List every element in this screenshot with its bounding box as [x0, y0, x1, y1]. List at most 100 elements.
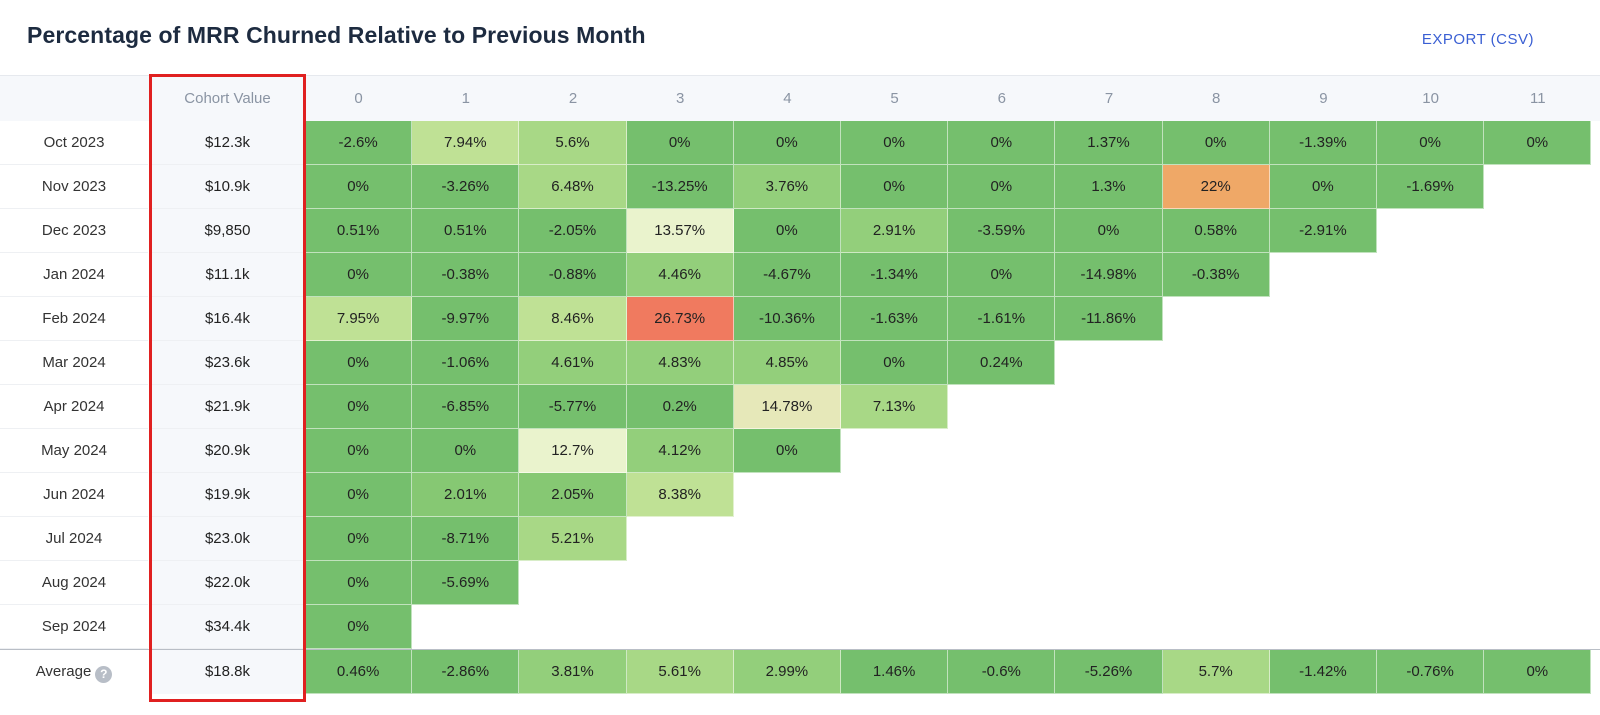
retention-cell[interactable]: -0.38%: [412, 253, 520, 297]
average-cell[interactable]: 0%: [1484, 650, 1592, 694]
retention-cell[interactable]: -11.86%: [1055, 297, 1163, 341]
retention-cell[interactable]: -9.97%: [412, 297, 520, 341]
retention-cell[interactable]: 0%: [305, 253, 413, 297]
retention-cell[interactable]: 5.21%: [519, 517, 627, 561]
retention-cell[interactable]: 0.24%: [948, 341, 1056, 385]
cohort-value: $12.3k: [150, 121, 305, 165]
cohort-month-label: Sep 2024: [0, 605, 148, 649]
retention-cell[interactable]: 0%: [626, 121, 734, 165]
retention-cell[interactable]: -5.77%: [519, 385, 627, 429]
retention-cell[interactable]: 8.38%: [626, 473, 734, 517]
average-cell[interactable]: -0.6%: [948, 650, 1056, 694]
average-cell[interactable]: 1.46%: [841, 650, 949, 694]
retention-cell[interactable]: -4.67%: [733, 253, 841, 297]
retention-cell[interactable]: -1.69%: [1377, 165, 1485, 209]
average-cell[interactable]: -5.26%: [1055, 650, 1163, 694]
retention-cell[interactable]: -1.34%: [841, 253, 949, 297]
retention-cell[interactable]: -3.59%: [948, 209, 1056, 253]
retention-cell[interactable]: 4.85%: [733, 341, 841, 385]
retention-cell[interactable]: 0%: [305, 561, 413, 605]
retention-cell[interactable]: -3.26%: [412, 165, 520, 209]
average-cell[interactable]: -2.86%: [412, 650, 520, 694]
retention-cell[interactable]: 0%: [305, 517, 413, 561]
export-csv-button[interactable]: EXPORT (CSV): [1421, 31, 1534, 48]
average-label: Average?: [0, 650, 148, 694]
retention-cell[interactable]: 6.48%: [519, 165, 627, 209]
retention-cell[interactable]: 0.58%: [1162, 209, 1270, 253]
retention-cell[interactable]: -14.98%: [1055, 253, 1163, 297]
retention-cell[interactable]: 22%: [1162, 165, 1270, 209]
row-label-text: Mar 2024: [42, 354, 106, 371]
retention-cell[interactable]: 0%: [305, 165, 413, 209]
retention-cell[interactable]: 0%: [733, 429, 841, 473]
retention-cell[interactable]: -0.88%: [519, 253, 627, 297]
retention-cell[interactable]: 0%: [305, 429, 413, 473]
retention-cell[interactable]: 26.73%: [626, 297, 734, 341]
retention-cell[interactable]: -5.69%: [412, 561, 520, 605]
question-circle-icon[interactable]: ?: [95, 666, 113, 683]
period-header: 5: [890, 90, 899, 107]
retention-cell[interactable]: 4.61%: [519, 341, 627, 385]
retention-cell[interactable]: 5.6%: [519, 121, 627, 165]
retention-cell[interactable]: 0%: [841, 165, 949, 209]
average-cell[interactable]: 2.99%: [733, 650, 841, 694]
retention-cell[interactable]: 13.57%: [626, 209, 734, 253]
average-cell[interactable]: 5.7%: [1162, 650, 1270, 694]
retention-cell[interactable]: 0.51%: [305, 209, 413, 253]
retention-cell[interactable]: 7.94%: [412, 121, 520, 165]
retention-cell[interactable]: -1.61%: [948, 297, 1056, 341]
retention-cell[interactable]: -8.71%: [412, 517, 520, 561]
retention-cell[interactable]: 4.12%: [626, 429, 734, 473]
retention-cell[interactable]: -6.85%: [412, 385, 520, 429]
retention-cell[interactable]: 2.91%: [841, 209, 949, 253]
retention-cell[interactable]: 0%: [412, 429, 520, 473]
retention-cell[interactable]: 0.2%: [626, 385, 734, 429]
retention-cell[interactable]: 0%: [841, 121, 949, 165]
retention-cell[interactable]: 4.46%: [626, 253, 734, 297]
retention-cell[interactable]: 0%: [305, 473, 413, 517]
retention-cell[interactable]: 0%: [1269, 165, 1377, 209]
retention-cell[interactable]: 0%: [305, 385, 413, 429]
retention-cell[interactable]: 0%: [948, 253, 1056, 297]
retention-cell[interactable]: 0%: [733, 121, 841, 165]
average-cell[interactable]: -1.42%: [1269, 650, 1377, 694]
retention-cell[interactable]: 3.76%: [733, 165, 841, 209]
average-cell[interactable]: 5.61%: [626, 650, 734, 694]
retention-cell[interactable]: 0%: [1484, 121, 1592, 165]
retention-cell[interactable]: -1.39%: [1269, 121, 1377, 165]
period-header: 0: [354, 90, 363, 107]
retention-cell[interactable]: -2.91%: [1269, 209, 1377, 253]
retention-cell[interactable]: -2.6%: [305, 121, 413, 165]
retention-cell[interactable]: 1.3%: [1055, 165, 1163, 209]
average-cell[interactable]: 0.46%: [305, 650, 413, 694]
cohort-value: $10.9k: [150, 165, 305, 209]
retention-cell[interactable]: -2.05%: [519, 209, 627, 253]
retention-cell[interactable]: 1.37%: [1055, 121, 1163, 165]
retention-cell[interactable]: 4.83%: [626, 341, 734, 385]
retention-cell[interactable]: 7.95%: [305, 297, 413, 341]
average-cell[interactable]: -0.76%: [1377, 650, 1485, 694]
retention-cell[interactable]: 0.51%: [412, 209, 520, 253]
retention-cell[interactable]: 7.13%: [841, 385, 949, 429]
retention-cell[interactable]: 2.05%: [519, 473, 627, 517]
average-separator: [0, 649, 1600, 650]
retention-cell[interactable]: -10.36%: [733, 297, 841, 341]
retention-cell[interactable]: 0%: [1377, 121, 1485, 165]
retention-cell[interactable]: 0%: [305, 605, 413, 649]
retention-cell[interactable]: 8.46%: [519, 297, 627, 341]
retention-cell[interactable]: 0%: [1162, 121, 1270, 165]
retention-cell[interactable]: 14.78%: [733, 385, 841, 429]
retention-cell[interactable]: -0.38%: [1162, 253, 1270, 297]
retention-cell[interactable]: 0%: [1055, 209, 1163, 253]
retention-cell[interactable]: 12.7%: [519, 429, 627, 473]
retention-cell[interactable]: -13.25%: [626, 165, 734, 209]
retention-cell[interactable]: 0%: [948, 121, 1056, 165]
retention-cell[interactable]: 0%: [733, 209, 841, 253]
retention-cell[interactable]: 0%: [948, 165, 1056, 209]
average-cell[interactable]: 3.81%: [519, 650, 627, 694]
retention-cell[interactable]: 0%: [841, 341, 949, 385]
retention-cell[interactable]: -1.63%: [841, 297, 949, 341]
retention-cell[interactable]: 2.01%: [412, 473, 520, 517]
retention-cell[interactable]: -1.06%: [412, 341, 520, 385]
retention-cell[interactable]: 0%: [305, 341, 413, 385]
